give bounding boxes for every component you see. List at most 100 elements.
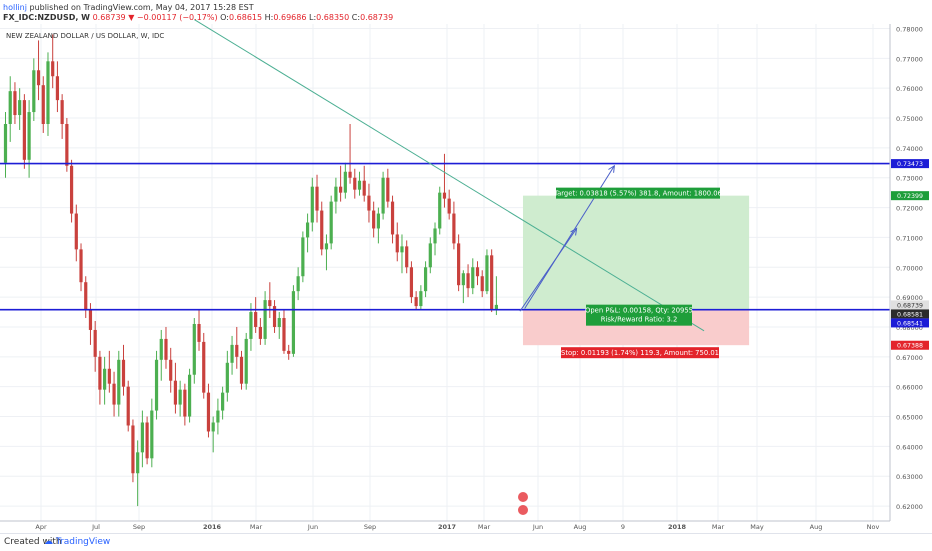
- candle-body: [291, 291, 296, 354]
- time-tick-label: 9: [621, 523, 625, 531]
- price-tick-label: 0.76000: [896, 85, 923, 93]
- candle-body: [329, 201, 333, 244]
- candle-body: [409, 267, 414, 298]
- event-marker-icon[interactable]: [518, 505, 528, 515]
- time-tick-label: Jul: [91, 523, 100, 531]
- stop-label-bg: [561, 347, 719, 359]
- candle-body: [121, 359, 126, 387]
- candle-body: [187, 374, 192, 417]
- price-change: −0.00117 (−0.17%): [136, 13, 218, 22]
- author-link[interactable]: hollinj: [3, 3, 27, 12]
- open-label: O:: [220, 13, 229, 22]
- candle-body: [461, 273, 465, 286]
- price-tag-bg: [891, 159, 929, 169]
- cloud-icon: ☁: [44, 537, 53, 547]
- candle-body: [282, 318, 286, 351]
- candle-body: [74, 213, 78, 250]
- candle-body: [230, 344, 234, 363]
- trendline-line: [194, 19, 705, 332]
- time-tick-label: Aug: [810, 523, 823, 531]
- candle-body: [159, 338, 163, 360]
- candle-body: [419, 291, 423, 307]
- price-tag-bg: [891, 191, 929, 201]
- candle-body: [485, 255, 489, 292]
- candle-body: [277, 318, 281, 327]
- time-tick-label: 2018: [668, 523, 687, 531]
- candle-body: [447, 198, 451, 214]
- candles: [3, 34, 498, 507]
- event-marker-icon[interactable]: [518, 492, 528, 502]
- symbol-label: FX_IDC:NZDUSD, W: [3, 13, 91, 22]
- header-bar: hollinj published on TradingView.com, Ma…: [0, 0, 932, 24]
- candle-body: [173, 380, 178, 405]
- price-tag-label: 0.68541: [897, 320, 923, 327]
- candle-body: [400, 246, 404, 253]
- candle-body: [3, 123, 8, 163]
- created-with-text: Created with: [4, 537, 62, 547]
- tradingview-logo[interactable]: ☁ TradingView: [44, 537, 110, 547]
- candle-body: [239, 356, 244, 384]
- close-label: C:: [351, 13, 361, 22]
- candle-body: [442, 192, 447, 199]
- candle-body: [225, 362, 229, 393]
- price-tick-label: 0.62000: [896, 503, 923, 511]
- candle-body: [414, 297, 418, 307]
- time-tick-label: Sep: [133, 523, 145, 531]
- candle-body: [32, 70, 36, 113]
- candle-body: [362, 180, 366, 196]
- candle-body: [154, 359, 159, 411]
- price-axis[interactable]: 0.62000 0.63000 0.64000 0.65000 0.66000 0.670…: [896, 25, 923, 511]
- price-tick-label: 0.67000: [896, 354, 923, 362]
- candle-body: [471, 267, 475, 289]
- down-arrow-icon: ▼: [128, 13, 135, 22]
- candle-body: [93, 329, 97, 357]
- chart-title: NEW ZEALAND DOLLAR / US DOLLAR, W, IDC: [6, 32, 164, 40]
- time-axis[interactable]: Apr Jul Sep 2016 Mar Jun Sep 2017 Mar Jun Aug 9 2018…: [35, 523, 879, 531]
- candle-body: [98, 356, 102, 390]
- candle-body: [36, 70, 41, 86]
- candle-body: [268, 300, 272, 307]
- price-tag-label: 0.68581: [897, 311, 923, 318]
- candle-body: [254, 312, 258, 327]
- candle-body: [310, 186, 314, 223]
- time-tick-label: Mar: [712, 523, 725, 531]
- time-tick-label: 2017: [438, 523, 456, 531]
- last-price: 0.68739: [92, 13, 126, 22]
- candle-body: [192, 323, 196, 375]
- position-labels: Target: 0.03818 (5.57%) 381.8, Amount: 1…: [553, 187, 722, 359]
- candle-body: [221, 392, 225, 411]
- price-chart[interactable]: Target: 0.03818 (5.57%) 381.8, Amount: 1…: [0, 0, 932, 533]
- candle-body: [235, 344, 239, 357]
- price-tag-bg: [891, 309, 929, 319]
- price-tick-label: 0.72000: [896, 205, 923, 213]
- candle-body: [433, 228, 437, 244]
- candle-body: [367, 195, 371, 211]
- candle-body: [197, 323, 201, 342]
- candle-body: [438, 192, 442, 229]
- price-tick-label: 0.73000: [896, 175, 923, 183]
- high-value: 0.69686: [273, 13, 307, 22]
- time-tick-label: Apr: [35, 523, 47, 531]
- candle-body: [88, 309, 93, 330]
- event-markers[interactable]: [518, 492, 528, 515]
- candle-body: [343, 171, 347, 193]
- price-tag-label: 0.67388: [897, 343, 923, 350]
- stop-label: Stop: 0.01193 (1.74%) 119.3, Amount: 750…: [561, 349, 719, 357]
- candle-body: [136, 452, 140, 474]
- candle-body: [164, 338, 168, 360]
- price-tag-label: 0.68739: [897, 302, 923, 309]
- candle-body: [305, 222, 310, 238]
- horizontal-levels[interactable]: [0, 162, 890, 311]
- candle-body: [490, 255, 494, 310]
- candle-body: [145, 422, 149, 459]
- candle-body: [126, 386, 130, 426]
- brand-text: TradingView: [55, 537, 111, 547]
- candle-body: [475, 267, 480, 277]
- candle-body: [55, 76, 60, 101]
- open-value: 0.68615: [229, 13, 263, 22]
- candle-body: [84, 282, 88, 310]
- candle-body: [320, 210, 324, 250]
- low-value: 0.68350: [316, 13, 350, 22]
- trendline[interactable]: [194, 19, 705, 332]
- candle-body: [386, 177, 390, 202]
